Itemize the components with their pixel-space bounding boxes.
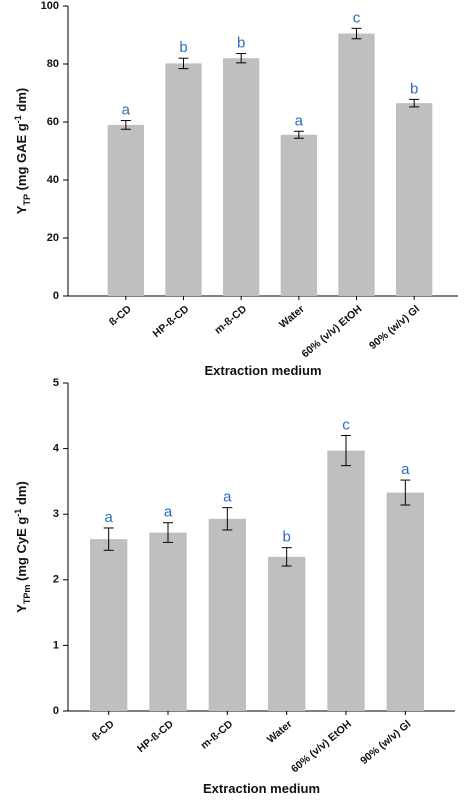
significance-letter: a <box>295 112 304 129</box>
y-tick-label: 0 <box>53 705 59 717</box>
y-axis-label-part: -1 <box>13 115 23 123</box>
x-tick-label: m-ß-CD <box>212 303 249 337</box>
bar <box>338 33 375 297</box>
y-axis-label-part: dm) <box>14 481 29 508</box>
x-tick-label: Water <box>277 303 307 331</box>
y-tick-label: 2 <box>53 574 59 586</box>
error-bar <box>293 130 304 139</box>
bar <box>107 124 144 297</box>
bar <box>280 134 317 296</box>
significance-letter: a <box>104 509 113 526</box>
y-axis-label: YTP (mg GAE g-1 dm) <box>13 88 32 214</box>
bar <box>223 58 260 297</box>
x-tick-label: HP-ß-CD <box>135 718 176 755</box>
x-axis-label: Extraction medium <box>203 781 320 796</box>
bar <box>149 532 187 711</box>
x-tick-label: 90% (w/v) Gl <box>358 718 413 767</box>
bar <box>89 539 128 711</box>
bar <box>327 450 365 711</box>
x-tick-label: ß-CD <box>107 303 134 329</box>
bar <box>267 556 306 711</box>
bar <box>208 518 247 711</box>
y-axis-label-part: (mg CyE g <box>14 517 29 585</box>
significance-letter: b <box>237 35 245 52</box>
y-axis-label-part: TPm <box>22 585 32 605</box>
significance-letter: b <box>282 529 290 546</box>
significance-letter: a <box>164 504 173 521</box>
x-tick-label: 60% (v/v) EtOH <box>289 718 354 775</box>
y-axis-label-part: -1 <box>13 509 23 517</box>
x-tick-label: Water <box>265 718 295 746</box>
significance-letter: a <box>122 102 131 119</box>
x-tick-label: HP-ß-CD <box>151 303 192 340</box>
y-tick-label: 4 <box>53 443 60 455</box>
significance-letter: b <box>410 80 418 97</box>
significance-letter: a <box>401 461 410 478</box>
y-tick-label: 1 <box>53 639 59 651</box>
error-bar <box>281 547 292 567</box>
x-axis-label: Extraction medium <box>204 363 321 378</box>
y-tick-label: 3 <box>53 508 59 520</box>
error-bar <box>351 27 362 40</box>
error-bar <box>178 57 189 70</box>
y-axis-label-part: Y <box>14 205 29 214</box>
x-tick-label: ß-CD <box>90 718 117 744</box>
y-tick-label: 0 <box>53 290 59 302</box>
significance-letter: c <box>353 9 361 26</box>
y-tick-label: 20 <box>47 232 59 244</box>
y-axis-label-part: (mg GAE g <box>14 123 29 194</box>
error-bar <box>120 120 131 130</box>
error-bar <box>163 522 173 543</box>
y-tick-label: 100 <box>41 0 59 12</box>
bar <box>386 492 425 711</box>
error-bar <box>341 434 351 467</box>
significance-letter: c <box>342 416 350 433</box>
bar <box>165 63 202 296</box>
y-axis-label-part: dm) <box>14 88 29 115</box>
y-tick-label: 40 <box>47 174 59 186</box>
error-bar <box>236 53 247 64</box>
bar <box>396 103 433 297</box>
y-axis-label: YTPm (mg CyE g-1 dm) <box>13 481 32 613</box>
error-bar <box>409 98 420 108</box>
y-tick-label: 60 <box>47 116 59 128</box>
significance-letter: a <box>223 489 232 506</box>
y-tick-label: 5 <box>53 377 59 389</box>
error-bar <box>222 507 233 531</box>
y-axis-label-part: TP <box>22 194 32 206</box>
significance-letter: b <box>179 39 187 56</box>
x-tick-label: 90% (w/v) Gl <box>367 303 422 352</box>
x-tick-label: 60% (v/v) EtOH <box>299 303 364 360</box>
y-axis-label-part: Y <box>14 604 29 613</box>
error-bar <box>400 479 411 506</box>
x-tick-label: m-ß-CD <box>198 718 235 752</box>
y-tick-label: 80 <box>47 58 59 70</box>
error-bar <box>103 527 114 551</box>
